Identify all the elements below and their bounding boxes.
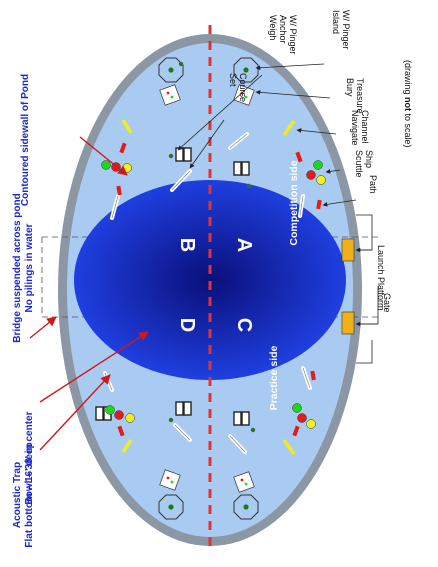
treasure-box-d bbox=[233, 471, 255, 493]
acoustic-trap-arrow bbox=[39, 374, 111, 451]
buoy-cluster-right-top bbox=[306, 160, 326, 185]
island-arrow bbox=[255, 63, 325, 71]
svg-text:Acoustic Trap: Acoustic Trap bbox=[12, 462, 23, 528]
acoustic-trap-label: Acoustic Trap Flat bottom – 16' deep bbox=[12, 442, 35, 547]
bowl-label: Bowl – 38' in center bbox=[24, 411, 35, 504]
svg-text:Scuttle: Scuttle bbox=[354, 150, 364, 178]
sidewall-arrow bbox=[79, 136, 128, 176]
quadrant-d: D bbox=[176, 318, 198, 332]
channel-bar-4 bbox=[282, 438, 296, 456]
svg-text:Navigate: Navigate bbox=[350, 110, 360, 146]
svg-text:Set: Set bbox=[228, 73, 238, 87]
sidewall-label: Contoured sidewall of Pond bbox=[20, 74, 31, 206]
pinger-dot-2 bbox=[246, 183, 252, 189]
scuttle-ship-label: Scuttle Ship bbox=[354, 150, 374, 178]
pinger-dot-5 bbox=[178, 61, 184, 67]
svg-text:Course: Course bbox=[238, 73, 248, 102]
gate-platform bbox=[341, 311, 355, 335]
path-marker-5 bbox=[117, 425, 125, 437]
weigh-anchor-label: Weigh Anchor W/ Pinger bbox=[268, 15, 298, 55]
svg-text:Flat bottom – 16' deep: Flat bottom – 16' deep bbox=[24, 442, 35, 547]
path-marker-3 bbox=[116, 185, 122, 196]
channel-bar-3 bbox=[121, 439, 133, 453]
weigh-anchor-arrow bbox=[177, 74, 263, 151]
navigate-channel-label: Navigate Channel bbox=[350, 110, 370, 146]
bury-treasure-label: Bury Treasure bbox=[345, 78, 365, 114]
svg-text:Ship: Ship bbox=[364, 150, 374, 168]
launch-platform bbox=[341, 238, 355, 262]
island-bottom-left bbox=[158, 494, 184, 520]
island-top-right bbox=[233, 57, 259, 83]
set-course-arrow bbox=[189, 119, 225, 169]
bridge-label: Bridge suspended across pond No pilings … bbox=[12, 193, 35, 342]
practice-path-leader bbox=[356, 340, 373, 364]
pinger-dot-1 bbox=[168, 153, 174, 159]
svg-text:W/ Pinger: W/ Pinger bbox=[341, 10, 351, 50]
navigate-channel-arrow bbox=[296, 128, 337, 135]
pinger-dot-4 bbox=[250, 427, 256, 433]
path-marker-6 bbox=[292, 425, 300, 437]
practice-side-label: Practice side bbox=[268, 345, 280, 410]
path-marker-2 bbox=[295, 151, 303, 163]
svg-text:W/ Pinger: W/ Pinger bbox=[288, 15, 298, 55]
course-gate-4 bbox=[233, 411, 250, 426]
svg-text:Bury: Bury bbox=[345, 78, 355, 97]
buoy-cluster-left-bottom bbox=[105, 405, 135, 423]
island-bottom-right bbox=[233, 494, 259, 520]
quadrant-a: A bbox=[233, 238, 255, 252]
svg-text:Island: Island bbox=[331, 10, 341, 34]
quadrant-c: C bbox=[233, 318, 255, 332]
scuttle-ship-arrow bbox=[325, 169, 341, 174]
svg-text:Anchor: Anchor bbox=[278, 15, 288, 44]
island-top-left bbox=[158, 57, 184, 83]
bowl-arrow bbox=[39, 331, 149, 403]
quadrant-b: B bbox=[176, 238, 198, 252]
svg-text:No pilings in water: No pilings in water bbox=[24, 223, 35, 312]
path-marker-4 bbox=[316, 199, 322, 210]
launch-platform-label: Launch Platform bbox=[376, 245, 386, 311]
course-gate-2 bbox=[233, 161, 250, 176]
path-label: Path bbox=[368, 175, 378, 194]
gate-label: Gate bbox=[382, 293, 392, 313]
set-course-label: Set Course bbox=[228, 73, 248, 102]
path-marker-7 bbox=[310, 370, 316, 381]
svg-text:Channel: Channel bbox=[360, 110, 370, 144]
svg-text:Treasure: Treasure bbox=[355, 78, 365, 114]
island-label: Island W/ Pinger bbox=[331, 10, 351, 50]
svg-text:Bridge suspended across pond: Bridge suspended across pond bbox=[12, 193, 23, 342]
path-marker-1 bbox=[119, 142, 127, 154]
channel-bar-2 bbox=[121, 119, 133, 134]
course-gate-3 bbox=[175, 401, 192, 416]
center-bowl bbox=[74, 180, 346, 380]
treasure-box-b bbox=[159, 84, 181, 106]
pinger-dot-3 bbox=[168, 417, 174, 423]
bury-treasure-arrow bbox=[255, 89, 331, 99]
buoy-cluster-right-bottom bbox=[292, 403, 316, 429]
competition-side-label: Competition side bbox=[288, 160, 300, 245]
not-to-scale-note: (drawing not to scale) bbox=[403, 60, 413, 148]
treasure-box-c bbox=[159, 469, 181, 491]
path-arrow bbox=[322, 199, 357, 207]
channel-bar-1 bbox=[282, 119, 296, 137]
svg-text:Weigh: Weigh bbox=[268, 15, 278, 40]
bridge-arrow bbox=[29, 316, 57, 339]
